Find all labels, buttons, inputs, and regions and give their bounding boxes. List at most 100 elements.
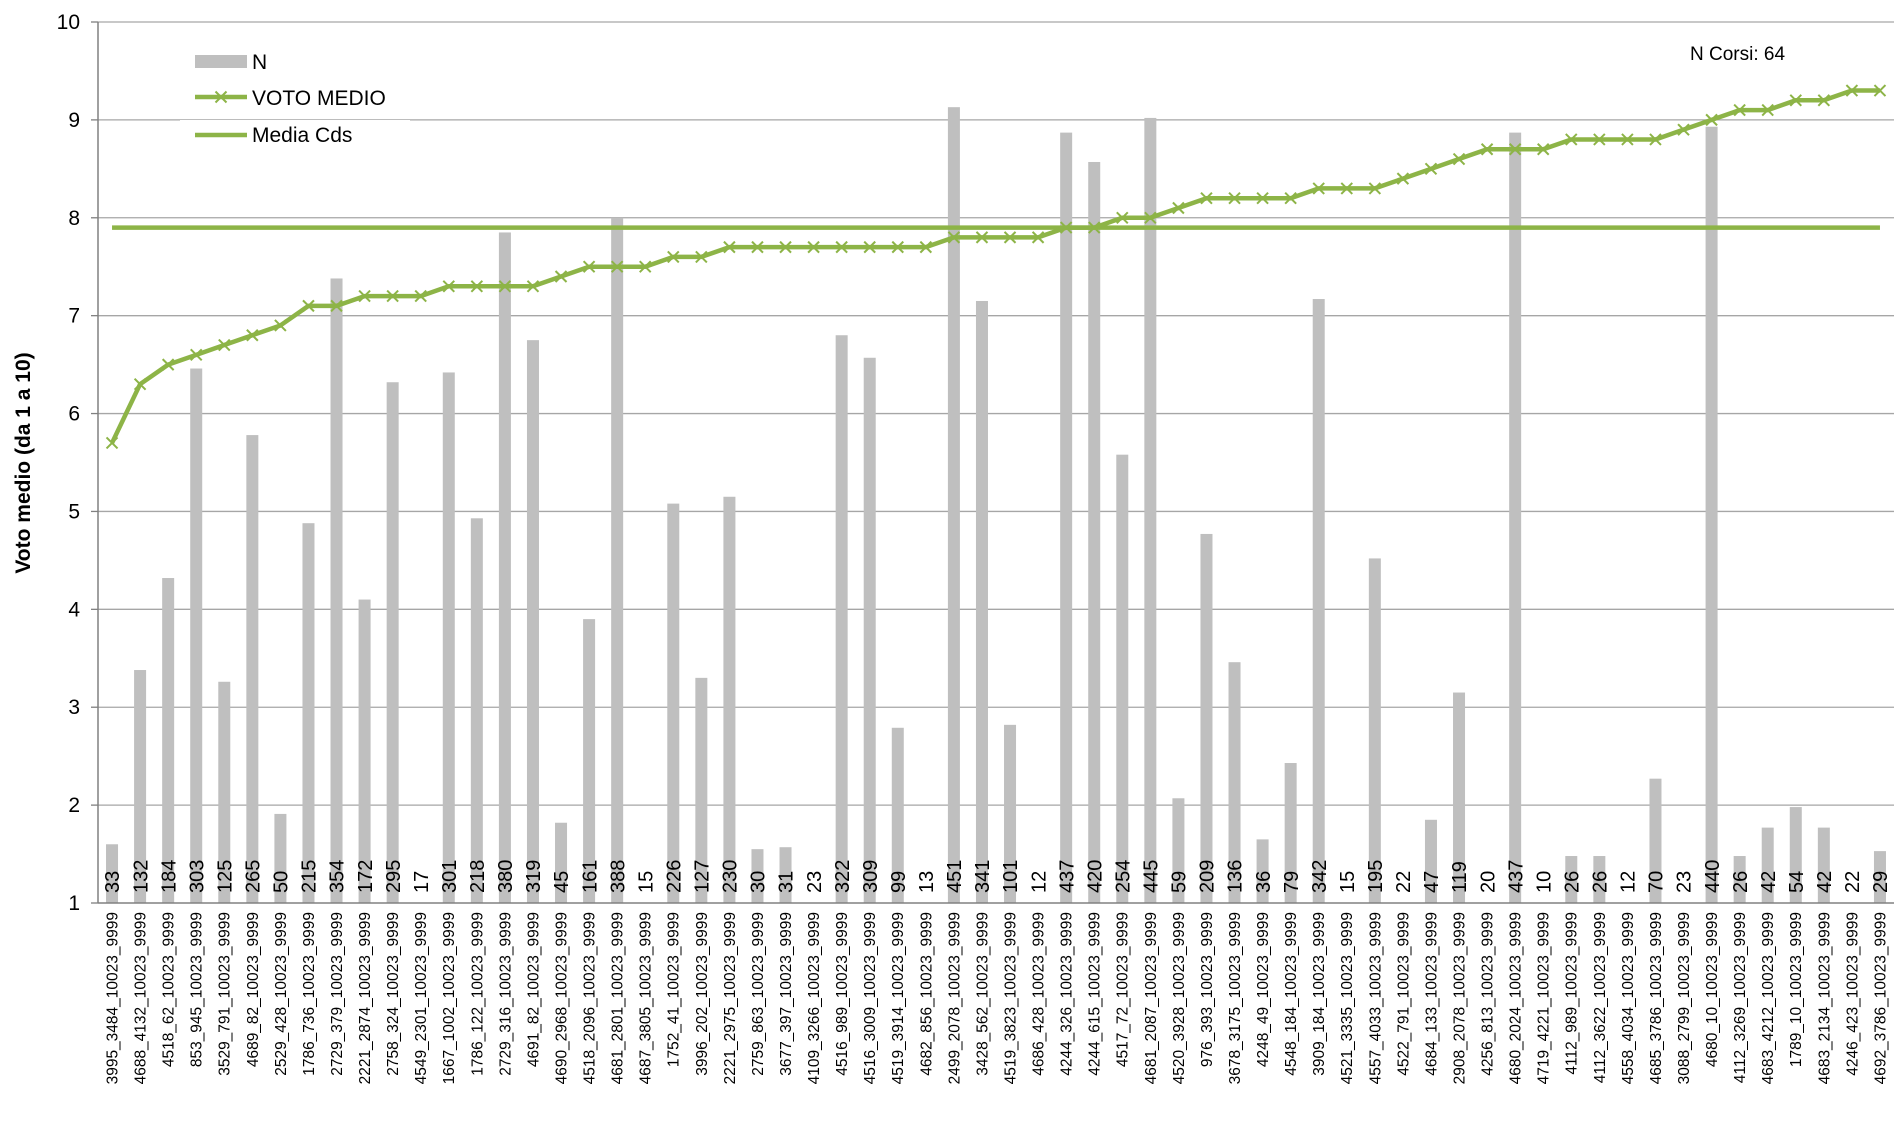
x-tick-label: 4687_3805_10023_9999 [638,912,655,1084]
data-label: 26 [1730,871,1752,893]
voto-medio-marker [1537,143,1550,156]
data-label: 226 [663,860,685,893]
x-tick-label: 3996_202_10023_9999 [694,912,711,1076]
x-tick-label: 2221_2874_10023_9999 [357,912,374,1084]
x-tick-label: 3678_3175_10023_9999 [1227,912,1244,1084]
bar [274,813,287,903]
data-label: 79 [1281,871,1303,893]
y-tick-label: 6 [68,403,80,426]
bar [1705,126,1718,904]
data-label: 380 [495,860,517,893]
voto-medio-marker [1480,143,1494,156]
voto-medio-marker [1705,113,1718,127]
legend: N VOTO MEDIO Media Cds [180,51,410,152]
voto-medio-marker [723,240,736,254]
bar [134,670,147,903]
x-tick-label: 4691_82_10023_9999 [525,912,542,1067]
data-label: 22 [1842,871,1864,893]
data-label: 23 [1674,871,1696,893]
y-tick-label: 9 [68,109,80,132]
x-tick-label: 4681_2801_10023_9999 [610,912,627,1084]
data-label: 215 [299,860,321,893]
x-tick-label: 3088_2799_10023_9999 [1676,912,1693,1084]
bar [498,232,511,903]
data-label: 437 [1505,860,1527,893]
n-corsi-label: N Corsi: [1690,44,1759,65]
voto-medio-marker [1845,84,1859,97]
data-label: 47 [1421,871,1443,893]
data-label: 172 [355,860,377,893]
bar [526,340,539,903]
data-label: 12 [1028,871,1050,893]
x-tick-label: 4256_813_10023_9999 [1480,912,1497,1076]
data-label: 195 [1365,860,1387,893]
bar [302,523,315,903]
bar [1144,117,1157,904]
x-tick-label: 3428_562_10023_9999 [974,912,991,1076]
data-label: 209 [1197,860,1219,893]
bar [695,677,708,903]
data-label: 50 [271,871,293,893]
x-tick-label: 4112_989_10023_9999 [1564,912,1581,1075]
x-tick-label: 4686_428_10023_9999 [1031,912,1048,1076]
voto-medio-marker [919,240,933,254]
voto-medio-marker [1565,133,1578,146]
x-tick-label: 2758_324_10023_9999 [385,912,402,1076]
x-tick-label: 976_393_10023_9999 [1199,912,1216,1067]
voto-medio-marker [1649,133,1662,146]
x-tick-label: 4520_3928_10023_9999 [1171,912,1188,1084]
voto-medio-marker [554,270,568,283]
voto-medio-marker [835,240,848,254]
data-label: 36 [1253,871,1275,893]
data-label: 184 [158,860,180,893]
data-label: 265 [243,860,265,893]
bar [1649,778,1662,903]
x-tick-label: 1752_41_10023_9999 [666,912,683,1067]
data-label: 119 [1449,861,1471,893]
y-tick-label: 2 [68,794,80,817]
data-label: 26 [1561,871,1583,893]
x-tick-label: 4688_4132_10023_9999 [133,912,150,1084]
bar [611,217,624,903]
data-label: 322 [832,860,854,893]
bar [162,578,175,903]
voto-medio-marker [1116,211,1129,224]
voto-medio-marker [1677,123,1690,136]
y-axis-ticks: 1 2 3 4 5 6 7 8 9 10 [57,11,81,915]
bar [386,382,399,904]
bar [1733,856,1746,903]
voto-medio-marker [1452,152,1466,166]
data-label: 42 [1758,871,1780,893]
voto-medio-marker [1172,201,1185,215]
data-label: 127 [692,860,714,893]
x-tick-label: 4680_2024_10023_9999 [1508,912,1525,1084]
voto-medio-marker [1031,231,1045,244]
voto-medio-marker [667,250,680,264]
data-label: 420 [1084,860,1106,893]
voto-medio-line [110,88,1880,444]
voto-medio-marker [274,319,287,332]
voto-medio-marker [1312,182,1325,195]
bar [863,357,876,903]
data-label: 45 [551,871,573,893]
voto-medio-marker [1144,211,1157,224]
voto-medio-marker [190,348,203,362]
voto-medio-marker [1228,191,1241,205]
voto-medio-marker [302,299,315,313]
bar [1565,856,1578,903]
x-tick-label: 4684_133_10023_9999 [1423,912,1440,1076]
x-tick-label: 4685_3786_10023_9999 [1648,912,1665,1084]
data-label: 59 [1169,871,1191,893]
bar [1453,692,1466,903]
legend-label-voto-medio: VOTO MEDIO [252,87,386,110]
x-tick-label: 4558_4034_10023_9999 [1620,912,1637,1084]
data-label: 125 [214,860,236,893]
bar [779,847,792,903]
data-label: 354 [327,860,349,893]
voto-medio-marker [414,289,427,303]
bar [835,335,848,903]
x-tick-label: 4248_49_10023_9999 [1255,912,1272,1067]
axes [91,21,1894,904]
data-label: 17 [411,871,433,893]
bar [1424,819,1437,903]
